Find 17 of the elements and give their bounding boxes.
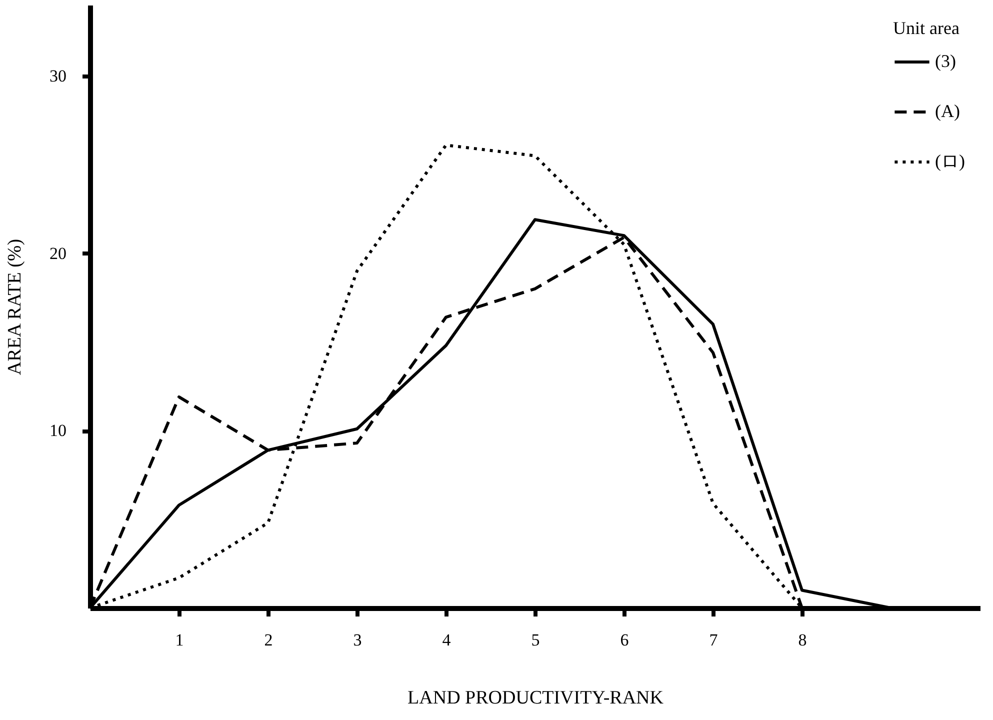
x-tick-label: 6 <box>620 630 629 650</box>
legend-title: Unit area <box>893 18 960 38</box>
y-axis-title: AREA RATE (%) <box>4 238 26 376</box>
legend-label: (A) <box>935 101 960 121</box>
x-tick-label: 4 <box>442 630 452 650</box>
x-tick-label: 8 <box>798 630 807 650</box>
x-tick-label: 7 <box>709 630 718 650</box>
x-tick-label: 3 <box>353 630 362 650</box>
y-tick-label: 10 <box>50 421 66 440</box>
x-tick-label: 1 <box>175 630 184 650</box>
legend-label: (ロ) <box>935 151 965 171</box>
x-tick-label: 2 <box>264 630 273 650</box>
x-tick-label: 5 <box>531 630 540 650</box>
y-tick-label: 30 <box>50 66 66 86</box>
y-tick-label: 20 <box>50 244 66 263</box>
legend-label: (3) <box>935 51 956 71</box>
x-axis-title: LAND PRODUCTIVITY-RANK <box>408 688 664 708</box>
